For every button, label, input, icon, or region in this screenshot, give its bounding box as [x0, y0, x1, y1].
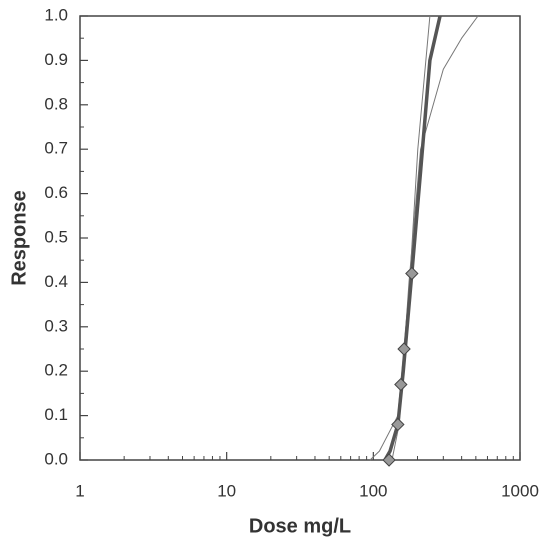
y-tick-label: 0.8	[44, 94, 68, 113]
y-tick-label: 0.9	[44, 50, 68, 69]
y-tick-label: 0.4	[44, 272, 68, 291]
y-tick-label: 0.7	[44, 139, 68, 158]
x-tick-label: 10	[217, 481, 236, 500]
curve	[383, 15, 442, 461]
y-tick-label: 0.1	[44, 405, 68, 424]
y-tick-label: 0.6	[44, 183, 68, 202]
x-tick-label: 1000	[501, 481, 539, 500]
data-point	[391, 417, 405, 432]
y-tick-label: 1.0	[44, 5, 68, 24]
data-point	[397, 342, 411, 356]
data-point	[405, 266, 419, 281]
x-tick-label: 1	[75, 481, 84, 500]
y-tick-label: 0.5	[44, 227, 68, 246]
y-axis-title: Response	[8, 190, 30, 286]
data-point	[394, 377, 408, 392]
x-tick-label: 100	[359, 481, 387, 500]
data-point	[382, 453, 396, 467]
plot-frame	[79, 15, 521, 461]
y-tick-label: 0.0	[44, 449, 68, 468]
curve	[391, 15, 479, 461]
y-tick-label: 0.3	[44, 316, 68, 335]
x-axis-title: Dose mg/L	[249, 515, 351, 537]
y-tick-label: 0.2	[44, 361, 68, 380]
